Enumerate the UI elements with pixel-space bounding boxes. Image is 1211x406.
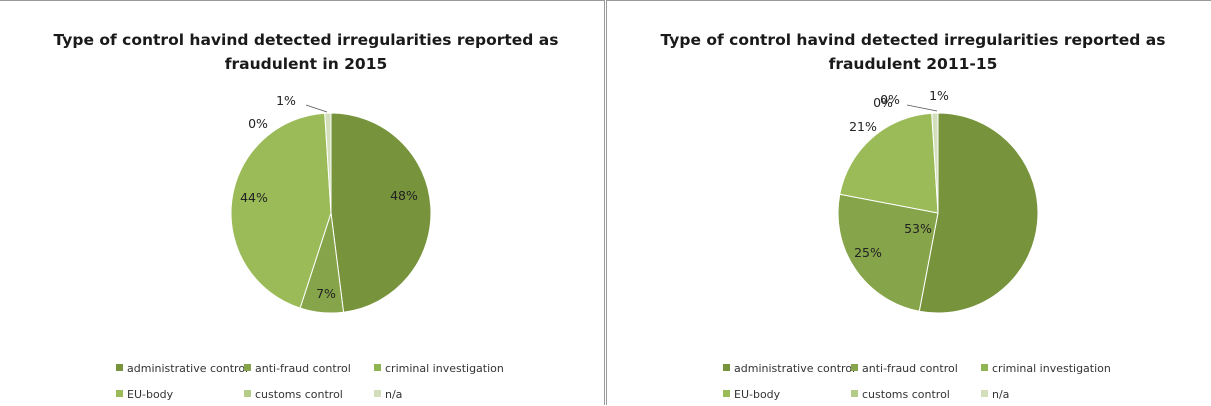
slice-n-a <box>324 112 332 214</box>
legend-label-anti-fraud-control: anti-fraud control <box>255 362 351 375</box>
data-label-anti-fraud-control: 7% <box>316 286 336 301</box>
chart-panel-2011-15: Type of control havind detected irregula… <box>606 0 1211 405</box>
legend-swatch-criminal-investigation <box>374 364 381 371</box>
data-label-customs-control: 0% <box>880 92 900 107</box>
slice-administrative-control <box>330 112 432 313</box>
slice-eu-body <box>230 112 332 309</box>
legend-swatch-customs-control <box>244 390 251 397</box>
slice-anti-fraud-control <box>837 193 939 312</box>
legend-swatch-anti-fraud-control <box>244 364 251 371</box>
chart-title-line-1: Type of control havind detected irregula… <box>661 31 1166 49</box>
pie-chart-2015: Type of control havind detected irregula… <box>54 31 559 401</box>
legend-label-customs-control: customs control <box>862 388 950 401</box>
data-label-n-a: 1% <box>929 88 949 103</box>
data-label-eu-body: 44% <box>240 190 268 205</box>
legend-label-eu-body: EU-body <box>127 388 174 401</box>
chart-title-line-2: fraudulent in 2015 <box>225 55 388 73</box>
legend-label-criminal-investigation: criminal investigation <box>385 362 504 375</box>
legend-label-n-a: n/a <box>992 388 1009 401</box>
slice-administrative-control <box>918 112 1039 314</box>
legend-label-administrative-control: administrative control <box>734 362 855 375</box>
pie-data-labels: 48% 7% 44% 0% 1% <box>240 93 418 301</box>
data-label-eu-body: 21% <box>849 119 877 134</box>
chart-legend: administrative control anti-fraud control… <box>116 362 504 401</box>
chart-legend: administrative control anti-fraud control… <box>723 362 1111 401</box>
legend-label-customs-control: customs control <box>255 388 343 401</box>
data-label-administrative-control: 53% <box>904 221 932 236</box>
pie-slices <box>230 112 432 314</box>
pie-chart-2011-15: Type of control havind detected irregula… <box>661 31 1166 401</box>
chart-panel-2015: Type of control havind detected irregula… <box>0 0 605 405</box>
data-label-criminal-investigation: 0% <box>873 95 893 110</box>
pie-data-labels: 53%25%0%21%0% 1% <box>849 88 949 260</box>
leader-line <box>305 104 328 113</box>
chart-title-line-2: fraudulent 2011-15 <box>829 55 998 73</box>
legend-swatch-administrative-control <box>723 364 730 371</box>
legend-swatch-anti-fraud-control <box>851 364 858 371</box>
leader-line <box>906 104 938 112</box>
legend-label-criminal-investigation: criminal investigation <box>992 362 1111 375</box>
legend-label-eu-body: EU-body <box>734 388 781 401</box>
legend-swatch-criminal-investigation <box>981 364 988 371</box>
pie-slices <box>837 112 1039 314</box>
legend-swatch-n-a <box>374 390 381 397</box>
legend-label-administrative-control: administrative control <box>127 362 248 375</box>
legend-label-anti-fraud-control: anti-fraud control <box>862 362 958 375</box>
legend-swatch-n-a <box>981 390 988 397</box>
legend-swatch-eu-body <box>116 390 123 397</box>
slice-n-a <box>931 112 939 214</box>
data-label-customs-control: 0% <box>248 116 268 131</box>
legend-swatch-eu-body <box>723 390 730 397</box>
legend-swatch-administrative-control <box>116 364 123 371</box>
chart-title-line-1: Type of control havind detected irregula… <box>54 31 559 49</box>
slice-eu-body <box>839 112 939 214</box>
data-label-n-a: 1% <box>276 93 296 108</box>
data-label-anti-fraud-control: 25% <box>854 245 882 260</box>
data-label-administrative-control: 48% <box>390 188 418 203</box>
legend-swatch-customs-control <box>851 390 858 397</box>
legend-label-n-a: n/a <box>385 388 402 401</box>
